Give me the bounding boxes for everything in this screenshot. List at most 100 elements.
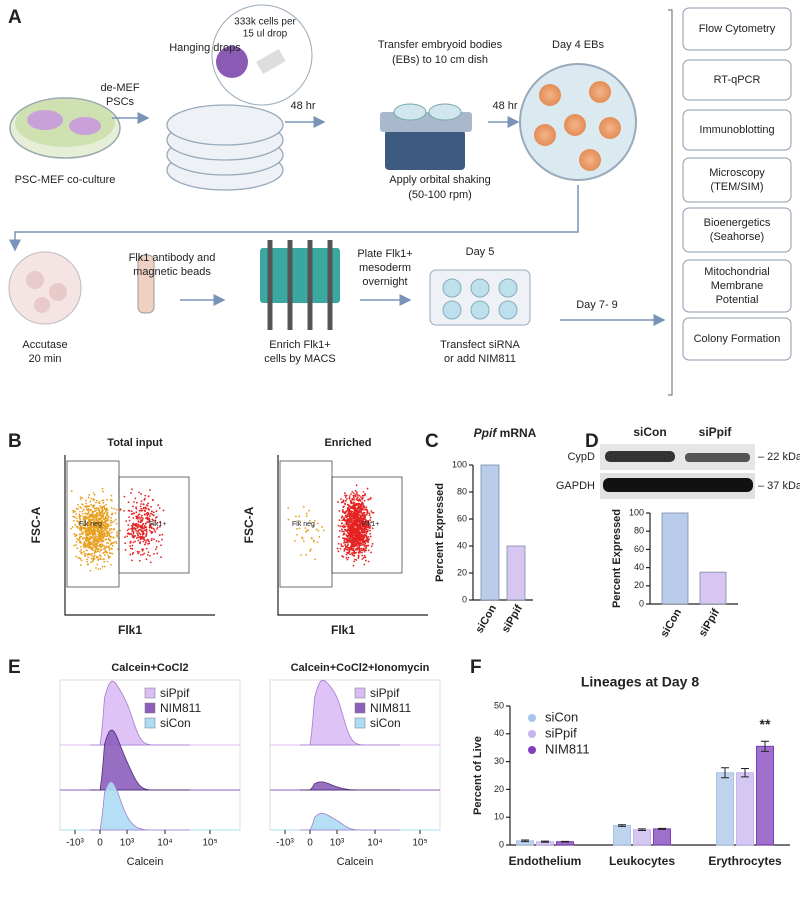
dot xyxy=(85,499,87,502)
dot xyxy=(105,526,108,529)
dot xyxy=(95,522,98,525)
dot xyxy=(87,505,90,508)
dot xyxy=(135,527,137,530)
dot xyxy=(136,525,138,528)
dot xyxy=(93,516,96,518)
gate-label: Flk1+ xyxy=(362,521,379,528)
dot xyxy=(79,498,82,501)
dot xyxy=(104,538,107,541)
legend-label: siCon xyxy=(370,716,401,730)
dot xyxy=(95,524,98,527)
dot xyxy=(140,509,143,512)
dot xyxy=(80,548,83,551)
bar xyxy=(480,464,500,601)
dot xyxy=(348,505,350,508)
dot xyxy=(138,509,141,512)
dot xyxy=(134,540,136,543)
dot xyxy=(77,539,80,541)
dot xyxy=(368,512,371,515)
dot xyxy=(89,533,91,536)
dot xyxy=(149,554,151,557)
dot xyxy=(355,534,358,537)
dot xyxy=(150,510,153,513)
dot xyxy=(93,541,96,544)
dot xyxy=(356,517,359,520)
legend-label: siCon xyxy=(160,716,191,730)
y-tick-label: 10 xyxy=(494,812,504,822)
dot xyxy=(92,532,95,534)
dot xyxy=(312,540,315,543)
dot xyxy=(346,514,349,516)
dot xyxy=(354,512,357,515)
dot xyxy=(99,546,102,549)
dot xyxy=(148,517,151,520)
dot xyxy=(155,546,158,548)
x-tick-label: 10⁵ xyxy=(202,838,217,849)
dot xyxy=(113,507,115,510)
dot xyxy=(145,532,148,535)
dot xyxy=(358,514,361,516)
dot xyxy=(305,553,308,556)
dot xyxy=(82,515,85,518)
x-label: Flk1 xyxy=(118,623,142,637)
dot xyxy=(136,515,139,518)
dot xyxy=(363,516,366,519)
dot xyxy=(113,541,116,544)
dot xyxy=(322,529,325,532)
dot xyxy=(110,548,113,551)
y-tick-label: 20 xyxy=(634,580,644,590)
dot xyxy=(144,535,147,538)
dot xyxy=(353,527,356,530)
dot xyxy=(79,564,82,567)
axis xyxy=(277,455,428,616)
dot xyxy=(352,537,355,539)
dot xyxy=(354,489,357,492)
panel-label: C xyxy=(425,431,439,452)
label: de-MEF xyxy=(100,82,139,94)
dot xyxy=(155,540,158,542)
dot xyxy=(112,536,115,539)
dot xyxy=(361,517,364,520)
dot xyxy=(140,503,142,505)
bar xyxy=(633,829,651,846)
dot xyxy=(85,531,88,534)
label: Day 7- 9 xyxy=(576,299,618,311)
dot xyxy=(347,556,350,559)
dot xyxy=(364,556,367,559)
dot xyxy=(360,547,363,550)
dot xyxy=(138,513,141,516)
dot xyxy=(131,525,134,528)
dot xyxy=(148,540,150,543)
dot xyxy=(103,554,106,556)
dot xyxy=(92,538,95,541)
dot xyxy=(371,542,374,545)
dot xyxy=(98,544,101,546)
dot xyxy=(353,508,356,511)
dot xyxy=(100,537,103,540)
dot xyxy=(94,540,97,543)
dot xyxy=(95,519,98,522)
histogram xyxy=(90,729,190,791)
dot xyxy=(368,498,370,501)
dot xyxy=(345,537,348,540)
dot xyxy=(349,518,352,520)
dot xyxy=(355,530,358,533)
dot xyxy=(81,531,84,534)
dot xyxy=(128,516,130,519)
dot xyxy=(75,544,77,546)
dot xyxy=(95,556,98,559)
dot xyxy=(140,537,143,540)
dot xyxy=(355,551,357,554)
dot xyxy=(308,509,311,512)
dot xyxy=(356,497,359,499)
dot xyxy=(135,501,138,504)
dot xyxy=(78,515,81,518)
dot xyxy=(116,533,118,535)
dot xyxy=(105,503,108,506)
dot xyxy=(117,548,119,551)
dot xyxy=(110,542,113,545)
dot xyxy=(145,528,148,531)
dot xyxy=(298,527,301,530)
dot xyxy=(352,529,355,531)
title-rest: mRNA xyxy=(496,426,536,440)
